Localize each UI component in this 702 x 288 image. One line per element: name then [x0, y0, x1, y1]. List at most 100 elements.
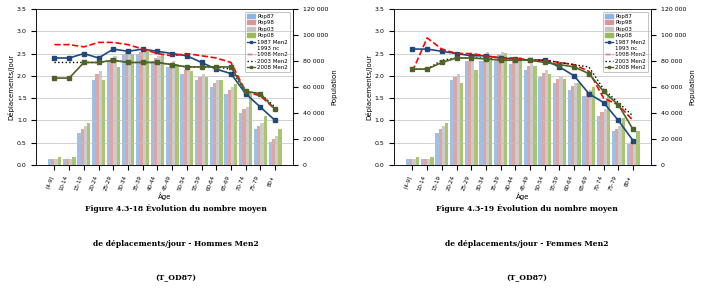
2003 Men2 [526, 58, 534, 62]
2008 Men2 [570, 65, 578, 69]
2008 Men2 [600, 90, 608, 93]
1987 Men2 [541, 58, 549, 62]
Bar [128, 49, 131, 165]
Bar [239, 113, 242, 165]
Bar [254, 129, 257, 165]
2003 Men2 [467, 56, 475, 60]
Bar [512, 61, 515, 165]
Bar [69, 159, 72, 165]
2003 Men2 [437, 58, 446, 62]
Bar [242, 109, 246, 165]
1987 Men2 [496, 56, 505, 60]
2008 Men2 [212, 65, 220, 69]
1998 Men2 [570, 63, 578, 67]
Bar [166, 67, 169, 165]
2003 Men2 [511, 58, 519, 62]
Bar [553, 83, 556, 165]
1998 Men2 [437, 47, 446, 51]
Bar [563, 79, 566, 165]
Bar [519, 57, 522, 165]
2003 Men2 [183, 65, 191, 69]
Bar [548, 74, 551, 165]
Bar [420, 159, 424, 165]
Bar [559, 77, 563, 165]
Bar [272, 139, 275, 165]
2008 Men2 [408, 67, 416, 71]
Bar [435, 132, 439, 165]
Legend: Pop87, Pop98, Pop03, Pop08, 1987 Men2, 1993 nc, 1998 Men2, 2003 Men2, 2008 Men2: Pop87, Pop98, Pop03, Pop08, 1987 Men2, 1… [602, 12, 649, 72]
Bar [556, 79, 559, 165]
1987 Men2 [241, 92, 250, 95]
Bar [465, 61, 468, 165]
1987 Men2 [153, 50, 161, 53]
Bar [213, 83, 216, 165]
Bar [102, 81, 105, 165]
1987 Men2 [555, 65, 564, 69]
2008 Men2 [482, 57, 490, 61]
Bar [460, 83, 463, 165]
1998 Men2 [271, 108, 279, 111]
Bar [604, 109, 607, 165]
Bar [445, 124, 449, 165]
1998 Men2 [183, 52, 191, 55]
Bar [489, 57, 492, 165]
2008 Men2 [65, 76, 74, 80]
Bar [479, 61, 483, 165]
1998 Men2 [585, 70, 593, 73]
2008 Men2 [496, 58, 505, 62]
1998 Men2 [227, 61, 235, 64]
Bar [220, 81, 223, 165]
X-axis label: Âge: Âge [158, 193, 171, 200]
2003 Men2 [482, 56, 490, 60]
Bar [58, 157, 61, 165]
Bar [504, 53, 507, 165]
Bar [234, 84, 237, 165]
Bar [51, 159, 55, 165]
1987 Men2 [526, 58, 534, 62]
2008 Men2 [629, 128, 637, 131]
Bar [494, 61, 498, 165]
Bar [264, 115, 267, 165]
Y-axis label: Déplacements/jour: Déplacements/jour [365, 54, 372, 120]
Bar [471, 58, 475, 165]
1987 Men2 [423, 47, 431, 51]
1998 Men2 [241, 90, 250, 93]
Bar [176, 64, 178, 165]
2003 Men2 [212, 65, 220, 69]
2003 Men2 [256, 92, 265, 95]
Bar [501, 52, 504, 165]
Bar [92, 81, 95, 165]
2008 Men2 [197, 65, 206, 69]
Bar [62, 159, 66, 165]
Bar [143, 49, 146, 165]
2003 Men2 [585, 65, 593, 69]
1998 Men2 [541, 58, 549, 62]
1987 Men2 [124, 50, 132, 53]
Bar [524, 70, 526, 165]
Bar [486, 52, 489, 165]
2008 Men2 [51, 76, 59, 80]
2003 Men2 [79, 61, 88, 64]
Bar [231, 87, 234, 165]
Bar [121, 54, 125, 165]
2003 Men2 [423, 67, 431, 71]
Bar [412, 159, 416, 165]
2008 Men2 [94, 61, 102, 64]
Bar [210, 87, 213, 165]
Bar [636, 131, 640, 165]
2003 Men2 [570, 63, 578, 67]
1998 Men2 [614, 103, 623, 107]
Bar [161, 54, 164, 165]
1998 Men2 [496, 56, 505, 60]
Bar [113, 56, 117, 165]
1987 Men2 [452, 52, 461, 55]
Bar [81, 129, 84, 165]
Bar [117, 67, 120, 165]
2003 Men2 [124, 61, 132, 64]
1987 Men2 [183, 54, 191, 58]
1998 Men2 [138, 47, 147, 51]
1987 Men2 [437, 50, 446, 53]
Bar [621, 118, 625, 165]
Bar [84, 126, 87, 165]
2008 Men2 [256, 92, 265, 95]
